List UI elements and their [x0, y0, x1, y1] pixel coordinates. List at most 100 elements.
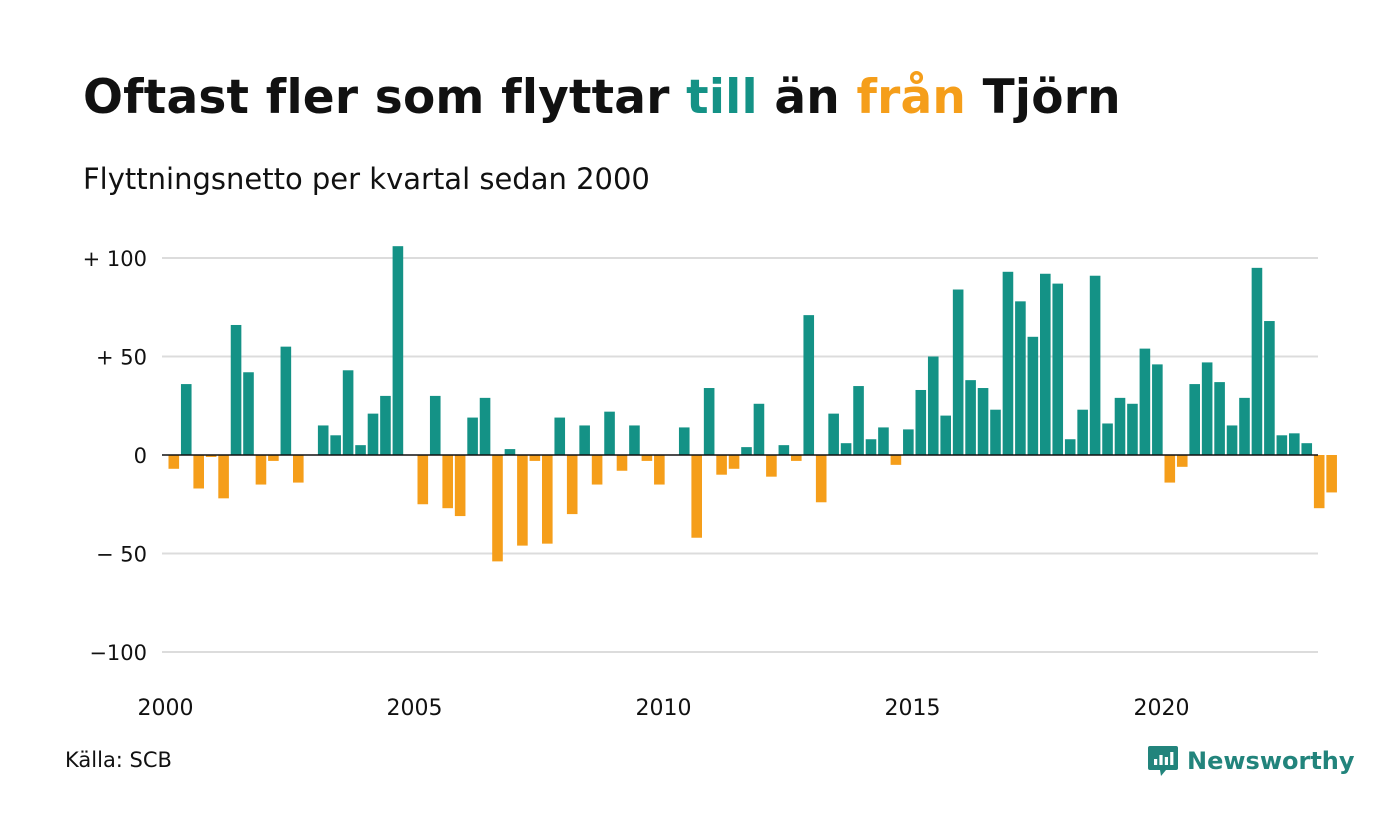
bar	[791, 455, 802, 461]
bar	[927, 356, 939, 455]
bar	[193, 455, 204, 489]
bar	[977, 388, 989, 455]
bar	[940, 415, 951, 455]
bar	[554, 417, 566, 455]
y-tick-label: −100	[89, 641, 147, 665]
bar	[168, 455, 180, 469]
bar	[915, 389, 927, 455]
bar	[1127, 403, 1138, 455]
x-tick-label: 2005	[387, 696, 443, 721]
bar	[1226, 425, 1238, 455]
bar	[778, 445, 790, 455]
bar	[1326, 455, 1337, 493]
bar	[342, 370, 354, 455]
bar	[1114, 397, 1126, 455]
bar	[604, 411, 615, 455]
bar	[180, 384, 192, 455]
bar	[1064, 439, 1076, 455]
bar	[317, 425, 329, 455]
bar	[1015, 301, 1026, 455]
bar	[629, 425, 640, 455]
title-part-1: Oftast fler som flyttar	[83, 70, 687, 125]
x-tick-label: 2010	[636, 696, 692, 721]
bar	[1040, 273, 1051, 455]
bar	[1164, 455, 1176, 483]
bar	[392, 246, 404, 455]
bar	[293, 455, 304, 483]
bar	[1251, 267, 1263, 455]
title-till-highlight: till	[686, 70, 758, 125]
chart-title: Oftast fler som flyttar till än från Tjö…	[83, 70, 1121, 125]
bar	[952, 289, 964, 455]
bar	[579, 425, 590, 455]
bar	[380, 395, 391, 455]
bar	[1176, 455, 1188, 467]
bar	[280, 346, 292, 455]
y-tick-label: 0	[134, 444, 147, 468]
bar	[442, 455, 453, 509]
title-fran-highlight: från	[856, 70, 967, 125]
bar	[454, 455, 466, 517]
bar	[243, 372, 254, 455]
bar	[654, 455, 665, 485]
x-tick-label: 2000	[138, 696, 194, 721]
bar	[703, 388, 715, 455]
bar	[1089, 275, 1101, 455]
bar	[467, 417, 478, 455]
bar	[1052, 283, 1064, 455]
y-axis-labels: + 100 + 50 0 − 50 −100	[83, 247, 147, 665]
bar	[330, 435, 341, 455]
bar	[815, 455, 827, 503]
x-tick-label: 2020	[1134, 696, 1190, 721]
bar	[1239, 397, 1250, 455]
bar	[803, 315, 815, 455]
grid-lines	[162, 257, 1318, 653]
bar	[1289, 433, 1300, 455]
bar	[890, 455, 902, 465]
title-part-3: Tjörn	[966, 70, 1121, 125]
bar	[865, 439, 877, 455]
bar	[728, 455, 740, 469]
x-tick-label: 2015	[885, 696, 941, 721]
bar	[1189, 384, 1200, 455]
bar	[616, 455, 628, 471]
source-label: Källa: SCB	[65, 748, 172, 772]
bar	[218, 455, 229, 499]
bar	[504, 449, 516, 455]
bar	[1301, 443, 1313, 455]
bar	[479, 397, 491, 455]
y-tick-label: + 100	[83, 247, 147, 271]
bar	[367, 413, 379, 455]
bar	[1276, 435, 1288, 455]
bar	[828, 413, 839, 455]
bar	[641, 455, 653, 461]
bar	[417, 455, 429, 505]
bars	[168, 246, 1337, 562]
brand-name: Newsworthy	[1187, 747, 1355, 775]
bar	[716, 455, 727, 475]
bar	[1313, 455, 1325, 509]
bar	[965, 380, 976, 455]
newsworthy-logo-icon	[1148, 746, 1178, 776]
bar	[990, 409, 1001, 455]
y-tick-label: + 50	[96, 346, 147, 370]
bar	[678, 427, 690, 455]
bar	[1077, 409, 1088, 455]
bar	[691, 455, 702, 538]
bar	[1027, 336, 1039, 455]
chart-subtitle: Flyttningsnetto per kvartal sedan 2000	[83, 162, 650, 196]
bar	[1152, 364, 1163, 455]
bar	[355, 445, 366, 455]
newsworthy-brand: Newsworthy	[1147, 744, 1355, 778]
bar	[591, 455, 603, 485]
title-part-2: än	[757, 70, 857, 125]
bar	[766, 455, 777, 477]
bar	[1264, 321, 1275, 455]
bar	[230, 324, 242, 455]
bar	[903, 429, 914, 455]
bar	[853, 386, 864, 455]
bar	[1214, 382, 1225, 455]
bar	[878, 427, 889, 455]
bar	[566, 455, 578, 515]
